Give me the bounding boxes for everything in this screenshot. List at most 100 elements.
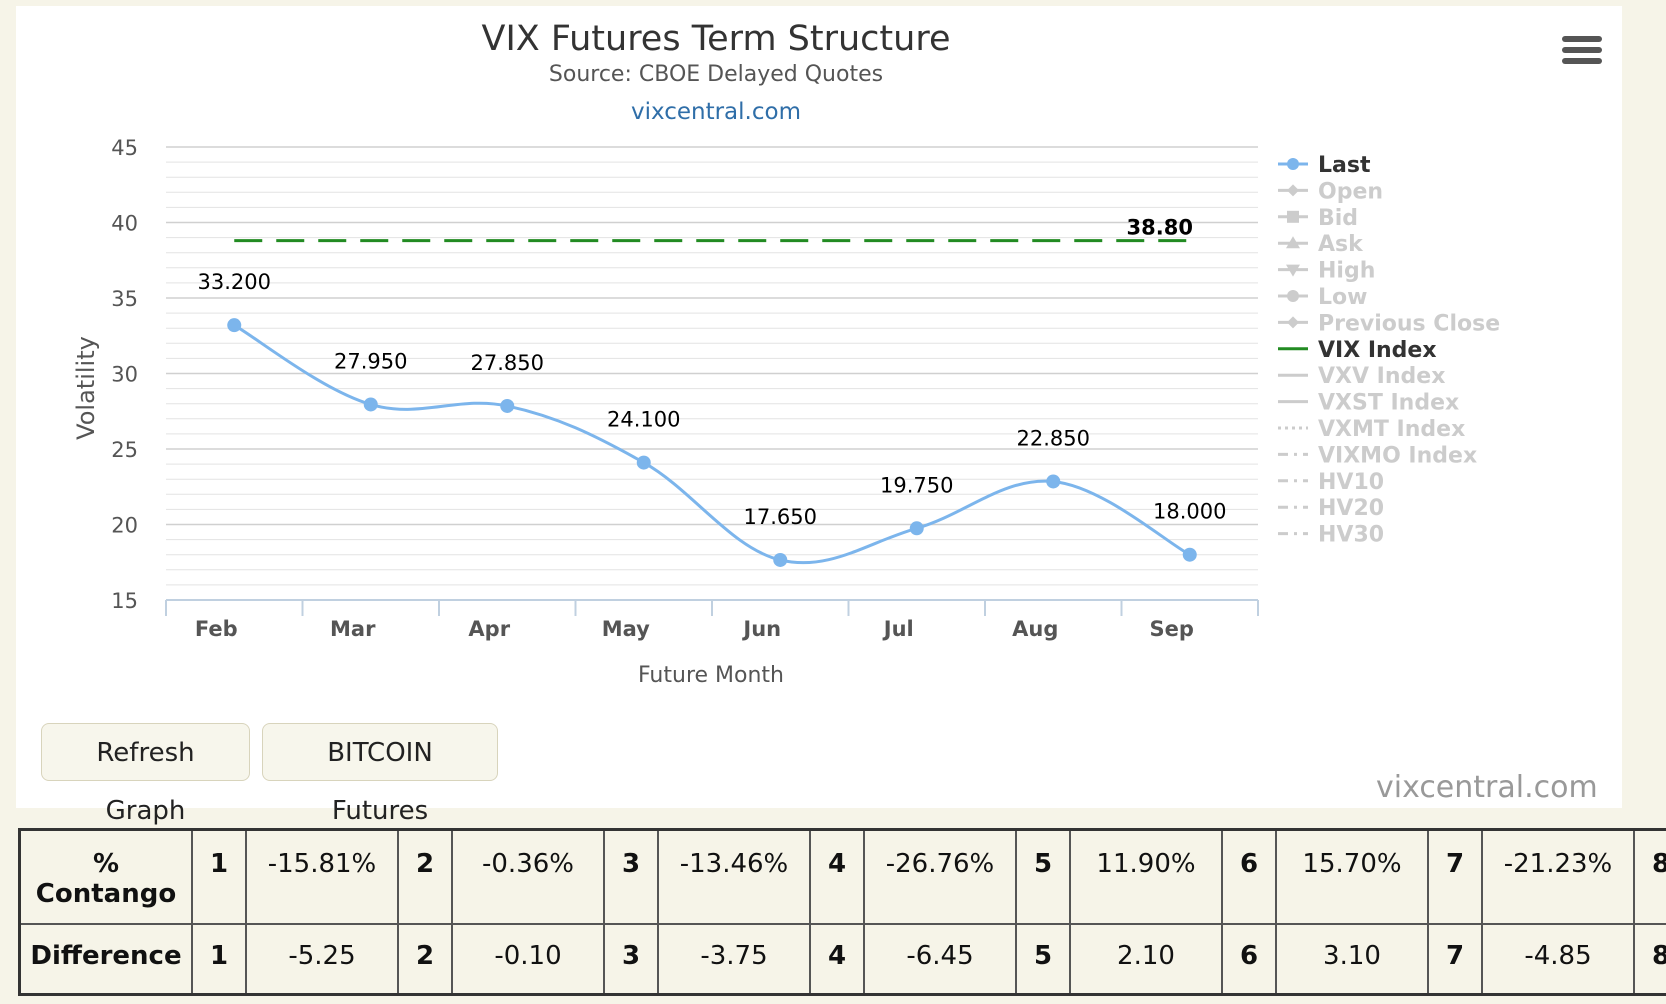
chart-source-link[interactable]: vixcentral.com: [631, 99, 801, 125]
legend-item-label: VXMT Index: [1318, 417, 1465, 442]
contango-index: 1: [191, 828, 247, 925]
legend-item[interactable]: VIX Index: [1278, 338, 1437, 363]
x-tick-label: Sep: [1150, 617, 1194, 641]
last-series-point: [773, 552, 788, 567]
legend-item-label: Previous Close: [1318, 311, 1500, 336]
series: 38.80 33.200 27.950 27.850 24.100 17.650 19.75…: [198, 216, 1226, 567]
last-series-point: [909, 521, 924, 536]
y-tick-label: 45: [111, 136, 138, 160]
chart-menu-icon[interactable]: [1562, 36, 1602, 70]
y-axis: 15 20 25 30 35 40 45: [111, 136, 138, 613]
difference-index: 5: [1015, 922, 1071, 996]
y-tick-label: 30: [111, 363, 138, 387]
legend-item-label: Bid: [1318, 206, 1358, 231]
contango-value: -13.46%: [657, 828, 811, 925]
contango-value: 15.70%: [1275, 828, 1429, 925]
legend-item-label: High: [1318, 259, 1375, 284]
y-tick-label: 20: [111, 514, 138, 538]
legend-item[interactable]: Open: [1278, 179, 1383, 204]
legend-marker-icon: [1287, 184, 1299, 197]
difference-value: -5.25: [245, 922, 399, 996]
x-tick-label: Feb: [195, 617, 238, 641]
last-series-data-label: 33.200: [198, 270, 271, 294]
difference-index: 6: [1221, 922, 1277, 996]
legend-item[interactable]: VXV Index: [1278, 364, 1445, 389]
legend-marker-icon: [1287, 316, 1299, 329]
contango-index: 8: [1633, 828, 1666, 925]
legend-item-label: HV20: [1318, 496, 1384, 521]
x-axis: Feb Mar Apr May Jun Jul Aug Sep: [165, 599, 1259, 641]
last-series-data-label: 18.000: [1153, 500, 1226, 524]
legend-marker-icon: [1286, 264, 1300, 277]
legend-item-label: VIX Index: [1318, 338, 1437, 363]
legend-item-label: Ask: [1318, 232, 1364, 257]
legend-item-label: VIXMO Index: [1318, 443, 1477, 468]
contango-row: % Contango 1 -15.81% 2 -0.36% 3 -13.46% …: [18, 828, 1666, 925]
legend-item[interactable]: VXMT Index: [1278, 417, 1465, 442]
chart-panel: VIX Futures Term Structure Source: CBOE …: [16, 6, 1622, 826]
contango-index: 7: [1427, 828, 1483, 925]
legend-item-label: HV30: [1318, 523, 1384, 548]
contango-index: 2: [397, 828, 453, 925]
legend-item[interactable]: High: [1278, 259, 1375, 284]
x-axis-title: Future Month: [638, 663, 784, 688]
contango-index: 4: [809, 828, 865, 925]
contango-value: -0.36%: [451, 828, 605, 925]
y-tick-label: 15: [111, 589, 138, 613]
legend-marker-icon: [1287, 210, 1299, 223]
last-series-point: [1046, 474, 1061, 489]
last-series-data-label: 27.850: [471, 351, 544, 375]
contango-header: % Contango: [18, 828, 193, 925]
chart-subtitle: Source: CBOE Delayed Quotes: [549, 62, 883, 87]
legend-item[interactable]: VIXMO Index: [1278, 443, 1477, 468]
legend-item[interactable]: Bid: [1278, 206, 1358, 231]
last-series-line: [233, 323, 1191, 565]
contango-value: 11.90%: [1069, 828, 1223, 925]
y-axis-title: Volatility: [72, 336, 100, 440]
grid: [166, 146, 1258, 586]
difference-row: Difference 1 -5.25 2 -0.10 3 -3.75 4 -6.…: [18, 922, 1666, 996]
chart-credit: vixcentral.com: [1376, 770, 1598, 805]
legend-item[interactable]: HV20: [1278, 496, 1384, 521]
contango-table: % Contango 1 -15.81% 2 -0.36% 3 -13.46% …: [18, 828, 1666, 996]
bitcoin-futures-button[interactable]: BITCOIN Futures: [262, 723, 498, 826]
last-series-data-label: 22.850: [1017, 426, 1090, 450]
contango-index: 6: [1221, 828, 1277, 925]
last-series-point: [227, 318, 242, 333]
x-tick-label: Mar: [330, 617, 376, 641]
legend-item[interactable]: Low: [1278, 285, 1367, 310]
legend-item-label: Low: [1318, 285, 1367, 310]
legend-item[interactable]: Last: [1278, 153, 1371, 178]
last-series-data-label: 17.650: [744, 505, 817, 529]
legend-item[interactable]: Ask: [1278, 232, 1364, 257]
last-series-point: [1182, 547, 1197, 562]
y-tick-label: 25: [111, 438, 138, 462]
difference-header: Difference: [18, 922, 193, 996]
difference-index: 7: [1427, 922, 1483, 996]
vix-index-label: 38.80: [1127, 216, 1193, 240]
difference-value: -6.45: [863, 922, 1017, 996]
contango-value: -15.81%: [245, 828, 399, 925]
difference-value: -0.10: [451, 922, 605, 996]
legend-item[interactable]: HV10: [1278, 470, 1384, 495]
legend-item-label: VXV Index: [1318, 364, 1445, 389]
legend-marker-icon: [1286, 236, 1300, 249]
last-series-point: [363, 397, 378, 412]
refresh-graph-button[interactable]: Refresh Graph: [41, 723, 250, 826]
term-structure-chart: VIX Futures Term Structure Source: CBOE …: [72, 19, 1500, 688]
legend-item-label: HV10: [1318, 470, 1384, 495]
x-tick-label: May: [602, 617, 650, 641]
last-series-data-label: 24.100: [607, 408, 680, 432]
legend-item[interactable]: VXST Index: [1278, 391, 1459, 416]
last-series-point: [636, 455, 651, 470]
legend-item[interactable]: HV30: [1278, 523, 1384, 548]
x-tick-label: Apr: [468, 617, 510, 641]
last-series-data-label: 19.750: [880, 473, 953, 497]
y-tick-label: 35: [111, 287, 138, 311]
legend-item[interactable]: Previous Close: [1278, 311, 1500, 336]
difference-index: 8: [1633, 922, 1666, 996]
difference-value: -3.75: [657, 922, 811, 996]
difference-index: 1: [191, 922, 247, 996]
difference-index: 3: [603, 922, 659, 996]
